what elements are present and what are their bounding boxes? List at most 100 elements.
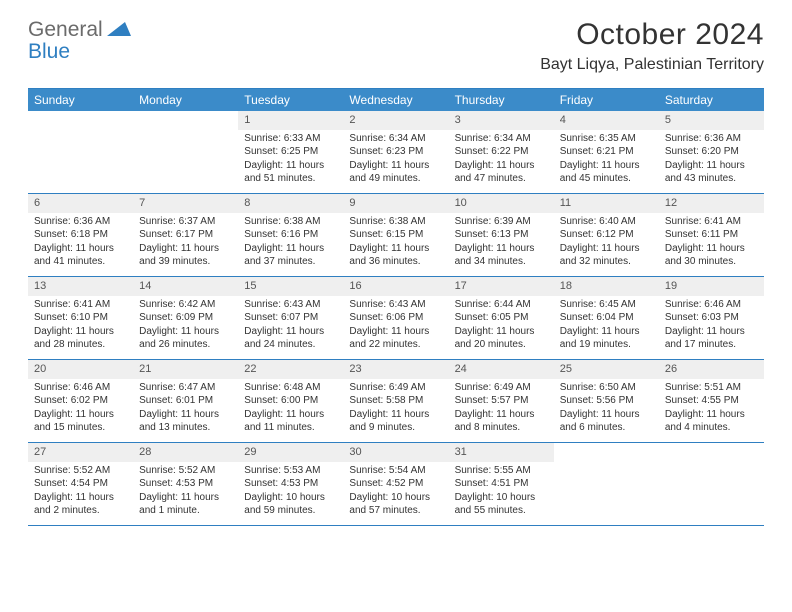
daylight-text: Daylight: 11 hours and 49 minutes. (349, 159, 442, 186)
day-cell: 3Sunrise: 6:34 AMSunset: 6:22 PMDaylight… (449, 111, 554, 193)
daylight-text: Daylight: 11 hours and 17 minutes. (665, 325, 758, 352)
daylight-text: Daylight: 11 hours and 45 minutes. (560, 159, 653, 186)
day-cell: 11Sunrise: 6:40 AMSunset: 6:12 PMDayligh… (554, 194, 659, 276)
sunset-text: Sunset: 6:13 PM (455, 228, 548, 242)
sunset-text: Sunset: 6:03 PM (665, 311, 758, 325)
sunset-text: Sunset: 6:25 PM (244, 145, 337, 159)
day-number: 4 (554, 111, 659, 130)
sunrise-text: Sunrise: 6:34 AM (349, 132, 442, 146)
sunset-text: Sunset: 6:20 PM (665, 145, 758, 159)
sunset-text: Sunset: 6:11 PM (665, 228, 758, 242)
day-content: Sunrise: 6:41 AMSunset: 6:10 PMDaylight:… (28, 296, 133, 356)
day-number: 19 (659, 277, 764, 296)
day-content: Sunrise: 6:49 AMSunset: 5:58 PMDaylight:… (343, 379, 448, 439)
day-number: 13 (28, 277, 133, 296)
day-number: 20 (28, 360, 133, 379)
day-cell: 20Sunrise: 6:46 AMSunset: 6:02 PMDayligh… (28, 360, 133, 442)
day-content: Sunrise: 6:41 AMSunset: 6:11 PMDaylight:… (659, 213, 764, 273)
day-content: Sunrise: 6:50 AMSunset: 5:56 PMDaylight:… (554, 379, 659, 439)
sunrise-text: Sunrise: 6:49 AM (349, 381, 442, 395)
day-number: 29 (238, 443, 343, 462)
week-row: 6Sunrise: 6:36 AMSunset: 6:18 PMDaylight… (28, 194, 764, 277)
sunrise-text: Sunrise: 6:46 AM (665, 298, 758, 312)
day-number: 22 (238, 360, 343, 379)
day-cell: 5Sunrise: 6:36 AMSunset: 6:20 PMDaylight… (659, 111, 764, 193)
sunrise-text: Sunrise: 6:41 AM (34, 298, 127, 312)
day-content: Sunrise: 5:51 AMSunset: 4:55 PMDaylight:… (659, 379, 764, 439)
title-block: October 2024 Bayt Liqya, Palestinian Ter… (540, 18, 764, 74)
day-number: 28 (133, 443, 238, 462)
sunset-text: Sunset: 6:15 PM (349, 228, 442, 242)
day-content: Sunrise: 5:55 AMSunset: 4:51 PMDaylight:… (449, 462, 554, 522)
day-cell: 16Sunrise: 6:43 AMSunset: 6:06 PMDayligh… (343, 277, 448, 359)
day-number (554, 443, 659, 447)
daylight-text: Daylight: 11 hours and 28 minutes. (34, 325, 127, 352)
sunrise-text: Sunrise: 6:38 AM (349, 215, 442, 229)
day-cell: 28Sunrise: 5:52 AMSunset: 4:53 PMDayligh… (133, 443, 238, 525)
day-content: Sunrise: 6:40 AMSunset: 6:12 PMDaylight:… (554, 213, 659, 273)
sunrise-text: Sunrise: 6:36 AM (34, 215, 127, 229)
day-cell: 30Sunrise: 5:54 AMSunset: 4:52 PMDayligh… (343, 443, 448, 525)
sunrise-text: Sunrise: 6:44 AM (455, 298, 548, 312)
daylight-text: Daylight: 11 hours and 13 minutes. (139, 408, 232, 435)
day-content: Sunrise: 6:34 AMSunset: 6:23 PMDaylight:… (343, 130, 448, 190)
day-content: Sunrise: 6:46 AMSunset: 6:02 PMDaylight:… (28, 379, 133, 439)
day-content: Sunrise: 5:52 AMSunset: 4:54 PMDaylight:… (28, 462, 133, 522)
day-number: 1 (238, 111, 343, 130)
day-cell (554, 443, 659, 525)
sunset-text: Sunset: 6:09 PM (139, 311, 232, 325)
day-number: 23 (343, 360, 448, 379)
daylight-text: Daylight: 11 hours and 26 minutes. (139, 325, 232, 352)
sunrise-text: Sunrise: 6:41 AM (665, 215, 758, 229)
day-cell: 6Sunrise: 6:36 AMSunset: 6:18 PMDaylight… (28, 194, 133, 276)
sunrise-text: Sunrise: 6:34 AM (455, 132, 548, 146)
sunset-text: Sunset: 6:07 PM (244, 311, 337, 325)
daylight-text: Daylight: 11 hours and 20 minutes. (455, 325, 548, 352)
daylight-text: Daylight: 10 hours and 59 minutes. (244, 491, 337, 518)
sunset-text: Sunset: 4:54 PM (34, 477, 127, 491)
day-number: 3 (449, 111, 554, 130)
sunset-text: Sunset: 6:00 PM (244, 394, 337, 408)
day-cell: 2Sunrise: 6:34 AMSunset: 6:23 PMDaylight… (343, 111, 448, 193)
sunset-text: Sunset: 5:56 PM (560, 394, 653, 408)
sunset-text: Sunset: 6:18 PM (34, 228, 127, 242)
daylight-text: Daylight: 11 hours and 8 minutes. (455, 408, 548, 435)
day-number: 5 (659, 111, 764, 130)
day-number: 14 (133, 277, 238, 296)
day-cell (28, 111, 133, 193)
day-number (659, 443, 764, 447)
sunset-text: Sunset: 6:01 PM (139, 394, 232, 408)
day-cell: 13Sunrise: 6:41 AMSunset: 6:10 PMDayligh… (28, 277, 133, 359)
daylight-text: Daylight: 11 hours and 2 minutes. (34, 491, 127, 518)
month-title: October 2024 (540, 18, 764, 52)
day-number: 10 (449, 194, 554, 213)
sunrise-text: Sunrise: 5:52 AM (139, 464, 232, 478)
week-row: 1Sunrise: 6:33 AMSunset: 6:25 PMDaylight… (28, 111, 764, 194)
sunset-text: Sunset: 6:22 PM (455, 145, 548, 159)
day-number: 17 (449, 277, 554, 296)
sunset-text: Sunset: 4:52 PM (349, 477, 442, 491)
day-cell: 24Sunrise: 6:49 AMSunset: 5:57 PMDayligh… (449, 360, 554, 442)
weekday-sat: Saturday (659, 89, 764, 111)
sunrise-text: Sunrise: 5:55 AM (455, 464, 548, 478)
sunrise-text: Sunrise: 6:36 AM (665, 132, 758, 146)
day-content: Sunrise: 6:48 AMSunset: 6:00 PMDaylight:… (238, 379, 343, 439)
day-content: Sunrise: 6:46 AMSunset: 6:03 PMDaylight:… (659, 296, 764, 356)
daylight-text: Daylight: 11 hours and 11 minutes. (244, 408, 337, 435)
sunrise-text: Sunrise: 6:43 AM (349, 298, 442, 312)
sunset-text: Sunset: 5:58 PM (349, 394, 442, 408)
day-number: 31 (449, 443, 554, 462)
daylight-text: Daylight: 11 hours and 30 minutes. (665, 242, 758, 269)
day-number: 27 (28, 443, 133, 462)
day-number: 12 (659, 194, 764, 213)
sunset-text: Sunset: 4:51 PM (455, 477, 548, 491)
sunset-text: Sunset: 6:05 PM (455, 311, 548, 325)
daylight-text: Daylight: 11 hours and 41 minutes. (34, 242, 127, 269)
daylight-text: Daylight: 10 hours and 57 minutes. (349, 491, 442, 518)
logo-sub: Blue (28, 40, 70, 64)
calendar: Sunday Monday Tuesday Wednesday Thursday… (28, 88, 764, 526)
day-cell: 9Sunrise: 6:38 AMSunset: 6:15 PMDaylight… (343, 194, 448, 276)
location: Bayt Liqya, Palestinian Territory (540, 56, 764, 74)
day-cell: 7Sunrise: 6:37 AMSunset: 6:17 PMDaylight… (133, 194, 238, 276)
week-row: 13Sunrise: 6:41 AMSunset: 6:10 PMDayligh… (28, 277, 764, 360)
